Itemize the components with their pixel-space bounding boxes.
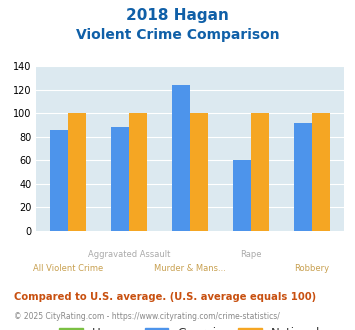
Legend: Hagan, Georgia, National: Hagan, Georgia, National (54, 323, 326, 330)
Text: Murder & Mans...: Murder & Mans... (154, 264, 226, 273)
Bar (110, 127, 129, 231)
Text: Robbery: Robbery (294, 264, 329, 273)
Bar (312, 113, 330, 231)
Text: © 2025 CityRating.com - https://www.cityrating.com/crime-statistics/: © 2025 CityRating.com - https://www.city… (14, 312, 280, 321)
Bar (50, 130, 68, 231)
Text: Compared to U.S. average. (U.S. average equals 100): Compared to U.S. average. (U.S. average … (14, 292, 316, 302)
Bar (129, 113, 147, 231)
Text: 2018 Hagan: 2018 Hagan (126, 8, 229, 23)
Text: All Violent Crime: All Violent Crime (33, 264, 103, 273)
Bar (190, 113, 208, 231)
Bar (68, 113, 86, 231)
Text: Violent Crime Comparison: Violent Crime Comparison (76, 28, 279, 42)
Bar (171, 85, 190, 231)
Bar (251, 113, 269, 231)
Text: Aggravated Assault: Aggravated Assault (88, 250, 170, 259)
Bar (294, 122, 312, 231)
Text: Rape: Rape (240, 250, 262, 259)
Bar (233, 160, 251, 231)
